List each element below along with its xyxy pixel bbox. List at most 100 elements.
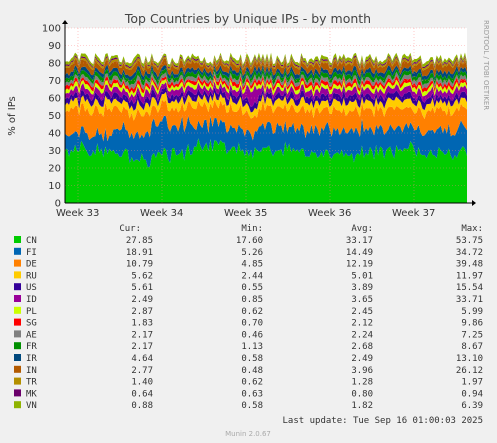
legend-name: MK — [26, 389, 37, 399]
y-ticks: 0 10 20 30 40 50 60 70 80 90 100 — [42, 24, 61, 210]
legend-name: RU — [26, 271, 37, 281]
y-tick-label: 60 — [48, 94, 61, 105]
legend-min: 0.55 — [241, 283, 263, 293]
y-tick-label: 0 — [55, 199, 61, 210]
legend-name: FI — [26, 248, 37, 258]
col-avg: Avg: — [351, 224, 373, 234]
legend-row: PL 2.87 0.62 2.45 5.99 — [14, 306, 483, 317]
legend-max: 0.94 — [461, 389, 483, 399]
legend-max: 9.86 — [461, 319, 483, 329]
area-us — [65, 86, 467, 113]
x-tick-label: Week 35 — [224, 208, 267, 219]
legend-swatch — [14, 283, 21, 291]
legend-swatch — [14, 377, 21, 385]
legend-swatch — [14, 295, 21, 302]
y-tick-label: 50 — [48, 111, 61, 122]
legend-name: FR — [26, 342, 37, 352]
chart-title: Top Countries by Unique IPs - by month — [124, 11, 371, 26]
legend-cur: 2.77 — [131, 366, 153, 376]
area-sg — [65, 74, 467, 94]
y-tick-label: 80 — [48, 59, 61, 70]
legend-swatch — [14, 354, 21, 361]
legend-cur: 1.83 — [131, 319, 153, 329]
legend-min: 2.44 — [241, 271, 263, 281]
legend-name: PL — [26, 307, 37, 317]
legend-min: 5.26 — [241, 248, 263, 258]
legend-max: 1.97 — [461, 378, 483, 388]
legend-max: 53.75 — [456, 236, 483, 246]
legend-avg: 2.24 — [351, 330, 373, 340]
legend: CN 27.85 17.60 33.17 53.75 FI 18.91 5.26 14.49 34… — [14, 236, 483, 411]
legend-max: 5.99 — [461, 307, 483, 317]
legend-row: DE 10.79 4.85 12.19 39.48 — [14, 259, 483, 270]
stacked-areas — [65, 52, 467, 203]
legend-row: MK 0.64 0.63 0.80 0.94 — [14, 389, 483, 399]
legend-avg: 2.49 — [351, 354, 373, 364]
legend-swatch — [14, 342, 21, 350]
legend-max: 7.25 — [461, 330, 483, 340]
area-cn — [65, 138, 467, 203]
col-min: Min: — [241, 224, 263, 234]
legend-cur: 5.61 — [131, 283, 153, 293]
area-in — [65, 58, 467, 78]
legend-name: ID — [26, 295, 37, 305]
legend-row: TR 1.40 0.62 1.28 1.97 — [14, 377, 483, 388]
legend-cur: 18.91 — [126, 248, 153, 258]
y-tick-label: 40 — [48, 129, 61, 140]
legend-max: 34.72 — [456, 248, 483, 258]
area-fi — [65, 115, 467, 168]
legend-name: VN — [26, 401, 37, 411]
legend-avg: 2.12 — [351, 319, 373, 329]
legend-cur: 2.49 — [131, 295, 153, 305]
area-mk — [65, 54, 467, 69]
legend-max: 13.10 — [456, 354, 483, 364]
x-tick-label: Week 36 — [308, 208, 351, 219]
y-axis-label: % of IPs — [7, 96, 18, 136]
legend-swatch — [14, 401, 21, 409]
rrdtool-credit: RRDTOOL / TOBI OETIKER — [482, 20, 490, 110]
legend-avg: 14.49 — [346, 248, 373, 258]
legend-min: 17.60 — [236, 236, 263, 246]
legend-row: VN 0.88 0.58 1.82 6.39 — [14, 401, 483, 411]
legend-cur: 2.17 — [131, 330, 153, 340]
legend-row: US 5.61 0.55 3.89 15.54 — [14, 283, 483, 293]
legend-min: 0.85 — [241, 295, 263, 305]
legend-min: 0.58 — [241, 354, 263, 364]
legend-max: 11.97 — [456, 271, 483, 281]
y-axis-arrow — [62, 20, 68, 24]
y-tick-label: 100 — [42, 24, 61, 35]
area-id — [65, 80, 467, 108]
legend-name: IN — [26, 366, 37, 376]
legend-name: CN — [26, 236, 37, 246]
legend-cur: 0.64 — [131, 389, 153, 399]
legend-row: RU 5.62 2.44 5.01 11.97 — [14, 271, 483, 281]
area-fr — [65, 67, 467, 86]
legend-swatch — [14, 247, 21, 255]
legend-min: 0.62 — [241, 378, 263, 388]
legend-max: 8.67 — [461, 342, 483, 352]
legend-swatch — [14, 389, 21, 397]
area-pl — [65, 77, 467, 98]
last-update: Last update: Tue Sep 16 01:00:03 2025 — [283, 416, 483, 426]
legend-name: SG — [26, 319, 37, 329]
legend-avg: 2.68 — [351, 342, 373, 352]
area-tr — [65, 55, 467, 72]
legend-cur: 5.62 — [131, 271, 153, 281]
legend-row: CN 27.85 17.60 33.17 53.75 — [14, 236, 483, 246]
legend-name: IR — [26, 354, 37, 364]
legend-avg: 3.89 — [351, 283, 373, 293]
x-axis-arrow — [472, 200, 476, 206]
legend-row: SG 1.83 0.70 2.12 9.86 — [14, 318, 483, 329]
legend-avg: 3.96 — [351, 366, 373, 376]
legend-max: 26.12 — [456, 366, 483, 376]
legend-swatch — [14, 365, 21, 373]
x-tick-label: Week 34 — [140, 208, 183, 219]
legend-avg: 3.65 — [351, 295, 373, 305]
x-ticks: Week 33 Week 34 Week 35 Week 36 Week 37 — [56, 208, 435, 219]
legend-max: 15.54 — [456, 283, 483, 293]
legend-avg: 1.82 — [351, 401, 373, 411]
legend-avg: 1.28 — [351, 378, 373, 388]
legend-avg: 12.19 — [346, 260, 373, 270]
legend-cur: 1.40 — [131, 378, 153, 388]
